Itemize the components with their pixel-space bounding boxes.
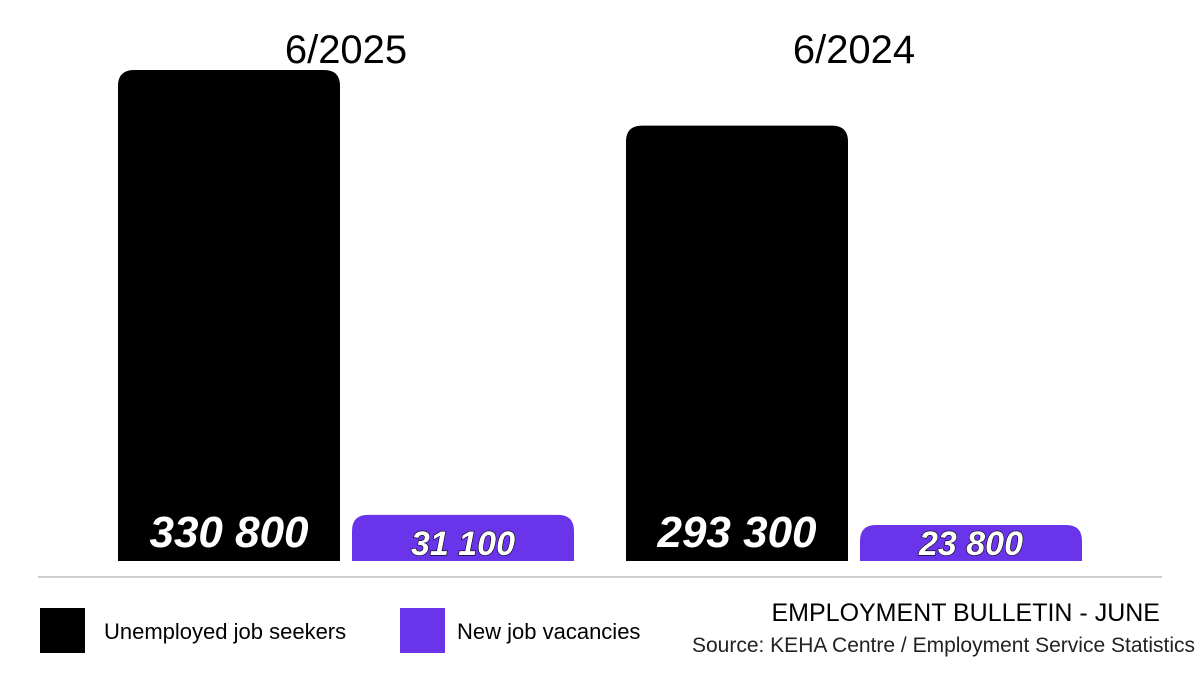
bars-layer: 330 800 31 100 293 300 23 800 [118, 70, 1082, 564]
data-label-unemployed-6/2024: 293 300 [656, 508, 817, 557]
bar-unemployed-6/2024 [626, 125, 848, 561]
category-label-6/2024: 6/2024 [793, 28, 915, 72]
data-label-unemployed-6/2025: 330 800 [149, 508, 309, 557]
data-label-vacancies-6/2025: 31 100 [411, 525, 515, 563]
legend-swatch-vacancies [400, 608, 445, 653]
legend: Unemployed job seekers New job vacancies [40, 608, 640, 653]
bar-unemployed-6/2025 [118, 70, 340, 561]
source-note: Source: KEHA Centre / Employment Service… [692, 634, 1195, 657]
data-label-vacancies-6/2024: 23 800 [918, 525, 1023, 563]
bar-vacancies-6/2025 [352, 514, 574, 561]
legend-swatch-unemployed [40, 608, 85, 653]
bar-vacancies-6/2024 [860, 525, 1082, 561]
legend-label-unemployed: Unemployed job seekers [104, 619, 346, 644]
legend-label-vacancies: New job vacancies [457, 619, 640, 644]
bulletin-title: EMPLOYMENT BULLETIN - JUNE [771, 599, 1160, 627]
category-labels: 6/2025 6/2024 [285, 28, 915, 72]
category-label-6/2025: 6/2025 [285, 28, 407, 72]
